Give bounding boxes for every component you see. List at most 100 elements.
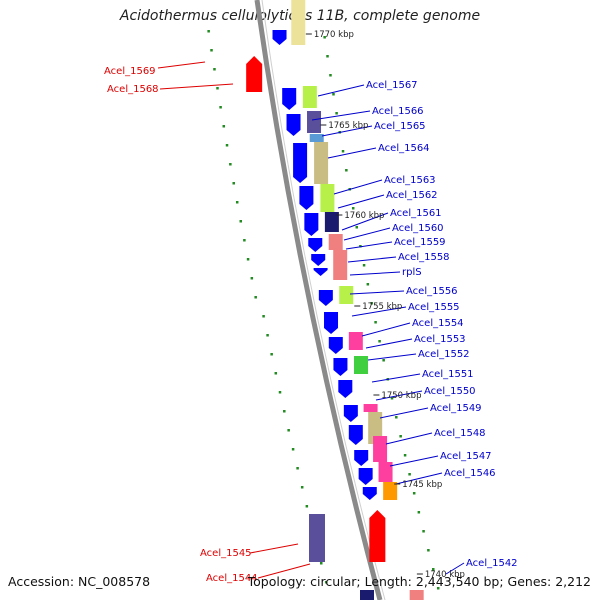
reverse-gene[interactable] bbox=[304, 213, 319, 236]
gene-labels: Acel_1569 Acel_1568 Acel_1545 Acel_1544 Acel… bbox=[104, 66, 518, 584]
reverse-gene[interactable] bbox=[286, 114, 301, 136]
right-gene-label[interactable]: Acel_1561 bbox=[390, 208, 442, 219]
gc-tick bbox=[291, 448, 295, 451]
kbp-label: 1765 kbp bbox=[328, 121, 368, 131]
forward-gene[interactable] bbox=[246, 56, 263, 92]
right-gene-label[interactable]: Acel_1554 bbox=[412, 318, 464, 329]
cog-category-block[interactable] bbox=[363, 404, 378, 412]
cog-category-block[interactable] bbox=[328, 234, 343, 250]
gc-skew-tick bbox=[382, 359, 385, 362]
cog-category-block[interactable] bbox=[302, 86, 317, 108]
right-gene-label[interactable]: Acel_1546 bbox=[444, 468, 496, 479]
reverse-gene[interactable] bbox=[343, 405, 358, 422]
gc-tick bbox=[239, 220, 243, 223]
reverse-gene[interactable] bbox=[328, 337, 343, 354]
gc-skew-tick bbox=[417, 511, 421, 514]
cog-category-block[interactable] bbox=[309, 134, 324, 142]
right-leader-line bbox=[351, 306, 407, 317]
right-gene-label[interactable]: Acel_1564 bbox=[378, 143, 430, 154]
gc-tick bbox=[305, 505, 309, 508]
right-gene-label[interactable]: Acel_1550 bbox=[424, 386, 476, 397]
right-gene-label[interactable]: Acel_1553 bbox=[414, 334, 466, 345]
forward-gene[interactable] bbox=[369, 510, 386, 562]
cog-category-block[interactable] bbox=[360, 590, 374, 600]
cog-category-block[interactable] bbox=[291, 0, 306, 45]
right-gene-label[interactable]: Acel_1563 bbox=[384, 175, 436, 186]
right-leader-line bbox=[311, 110, 371, 121]
left-gene-label[interactable]: Acel_1568 bbox=[107, 84, 159, 95]
right-gene-label[interactable]: Acel_1548 bbox=[434, 428, 486, 439]
right-gene-label[interactable]: Acel_1565 bbox=[374, 121, 426, 132]
right-leader-line bbox=[345, 241, 393, 250]
cog-category-block[interactable] bbox=[348, 332, 363, 350]
cog-category-block[interactable] bbox=[339, 286, 354, 304]
gc-tick bbox=[283, 410, 286, 413]
gc-skew-tick bbox=[359, 245, 362, 248]
gc-skew-tick bbox=[399, 435, 402, 438]
cog-category-block[interactable] bbox=[324, 212, 339, 232]
cog-category-block[interactable] bbox=[307, 111, 322, 133]
reverse-gene[interactable] bbox=[299, 186, 314, 210]
gc-skew-tick bbox=[332, 93, 335, 96]
reverse-gene[interactable] bbox=[293, 143, 308, 183]
right-gene-label[interactable]: Acel_1555 bbox=[408, 302, 460, 313]
right-gene-label[interactable]: Acel_1556 bbox=[406, 286, 458, 297]
reverse-gene[interactable] bbox=[362, 487, 377, 500]
reverse-gene[interactable] bbox=[311, 254, 326, 266]
cog-category-block[interactable] bbox=[314, 142, 329, 184]
gc-skew-tick bbox=[323, 36, 326, 39]
right-gene-label[interactable]: Acel_1559 bbox=[394, 237, 446, 248]
cog-category-block[interactable] bbox=[354, 356, 369, 374]
right-gene-label[interactable]: Acel_1560 bbox=[392, 223, 444, 234]
left-gene-label[interactable]: Acel_1545 bbox=[200, 548, 252, 559]
gc-skew-tick bbox=[341, 150, 345, 153]
right-gene-label[interactable]: Acel_1558 bbox=[398, 252, 450, 263]
cog-category-block[interactable] bbox=[309, 514, 325, 562]
reverse-gene[interactable] bbox=[338, 380, 353, 398]
right-gene-label[interactable]: Acel_1562 bbox=[386, 190, 438, 201]
reverse-gene[interactable] bbox=[282, 88, 297, 110]
right-leader-line bbox=[327, 147, 377, 159]
cog-category-block[interactable] bbox=[333, 250, 348, 280]
gc-skew-tick bbox=[335, 112, 338, 115]
right-gene-label[interactable]: Acel_1549 bbox=[430, 403, 482, 414]
gc-skew-tick bbox=[412, 492, 416, 495]
cog-category-block[interactable] bbox=[373, 436, 388, 462]
reverse-gene[interactable] bbox=[333, 358, 348, 376]
reverse-gene[interactable] bbox=[272, 30, 287, 45]
gc-tick bbox=[250, 277, 254, 280]
right-gene-label[interactable]: Acel_1542 bbox=[466, 558, 518, 569]
left-gene-label[interactable]: Acel_1544 bbox=[206, 573, 258, 584]
right-gene-label[interactable]: rplS bbox=[402, 267, 422, 278]
reverse-gene[interactable] bbox=[358, 468, 373, 485]
kbp-label: 1770 kbp bbox=[314, 30, 354, 40]
gc-tick bbox=[270, 353, 273, 356]
right-leader-line bbox=[385, 432, 433, 445]
right-leader-line bbox=[349, 290, 405, 295]
gc-skew-tick bbox=[395, 416, 398, 419]
reverse-gene[interactable] bbox=[348, 425, 363, 445]
cog-category-block[interactable] bbox=[409, 590, 424, 600]
gc-skew-tick bbox=[366, 283, 370, 286]
reverse-gene[interactable] bbox=[308, 238, 323, 252]
reverse-gene[interactable] bbox=[318, 290, 333, 306]
right-leader-line bbox=[343, 227, 391, 241]
gc-tick bbox=[207, 30, 210, 33]
genome-backbone-inner bbox=[261, 0, 386, 600]
reverse-gene[interactable] bbox=[313, 268, 328, 276]
right-gene-label[interactable]: Acel_1551 bbox=[422, 369, 474, 380]
right-gene-label[interactable]: Acel_1547 bbox=[440, 451, 492, 462]
right-gene-label[interactable]: Acel_1566 bbox=[372, 106, 424, 117]
gc-tick bbox=[278, 391, 282, 394]
right-leader-line bbox=[395, 472, 443, 485]
cog-category-block[interactable] bbox=[320, 184, 335, 212]
right-gene-label[interactable]: Acel_1567 bbox=[366, 80, 418, 91]
reverse-gene[interactable] bbox=[354, 450, 369, 466]
right-gene-label[interactable]: Acel_1552 bbox=[418, 349, 470, 360]
cog-category-block[interactable] bbox=[383, 482, 398, 500]
left-gene-label[interactable]: Acel_1569 bbox=[104, 66, 156, 77]
gc-tick bbox=[219, 106, 222, 109]
cog-category-block[interactable] bbox=[378, 462, 393, 482]
reverse-gene[interactable] bbox=[324, 312, 339, 334]
